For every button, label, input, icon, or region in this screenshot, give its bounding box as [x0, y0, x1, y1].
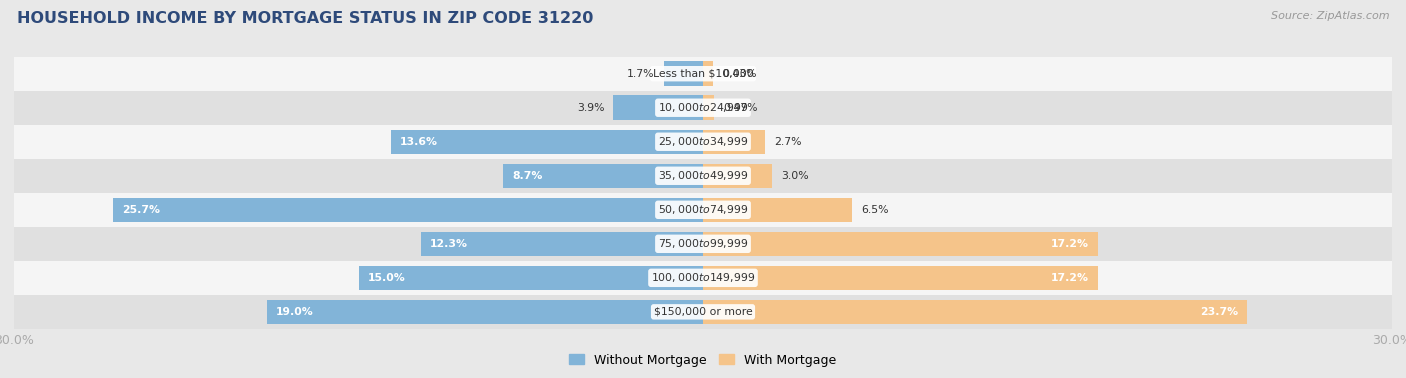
Text: 8.7%: 8.7%: [512, 171, 543, 181]
Bar: [14, 125, 1392, 159]
Bar: [703, 232, 1098, 256]
Text: HOUSEHOLD INCOME BY MORTGAGE STATUS IN ZIP CODE 31220: HOUSEHOLD INCOME BY MORTGAGE STATUS IN Z…: [17, 11, 593, 26]
Text: 1.7%: 1.7%: [627, 69, 655, 79]
Text: 3.9%: 3.9%: [576, 103, 605, 113]
Bar: [613, 96, 703, 120]
Bar: [14, 261, 1392, 295]
Text: 0.47%: 0.47%: [723, 103, 758, 113]
Bar: [112, 198, 703, 222]
Bar: [14, 193, 1392, 227]
Bar: [703, 130, 765, 154]
Bar: [503, 164, 703, 188]
Text: $150,000 or more: $150,000 or more: [654, 307, 752, 317]
Bar: [703, 164, 772, 188]
Bar: [267, 300, 703, 324]
Bar: [14, 159, 1392, 193]
Text: 12.3%: 12.3%: [430, 239, 468, 249]
Bar: [703, 198, 852, 222]
Bar: [703, 300, 1247, 324]
Text: 13.6%: 13.6%: [399, 137, 437, 147]
Bar: [14, 227, 1392, 261]
Bar: [359, 266, 703, 290]
Text: 15.0%: 15.0%: [368, 273, 405, 283]
Legend: Without Mortgage, With Mortgage: Without Mortgage, With Mortgage: [564, 349, 842, 372]
Bar: [14, 91, 1392, 125]
Bar: [391, 130, 703, 154]
Bar: [14, 295, 1392, 329]
Bar: [420, 232, 703, 256]
Text: 3.0%: 3.0%: [782, 171, 808, 181]
Bar: [664, 62, 703, 86]
Text: Source: ZipAtlas.com: Source: ZipAtlas.com: [1271, 11, 1389, 21]
Text: 2.7%: 2.7%: [775, 137, 801, 147]
Text: 0.43%: 0.43%: [723, 69, 756, 79]
Text: 25.7%: 25.7%: [122, 205, 160, 215]
Bar: [14, 57, 1392, 91]
Text: 17.2%: 17.2%: [1050, 239, 1088, 249]
Text: $10,000 to $24,999: $10,000 to $24,999: [658, 101, 748, 114]
Text: $50,000 to $74,999: $50,000 to $74,999: [658, 203, 748, 216]
Bar: [703, 62, 713, 86]
Bar: [703, 96, 714, 120]
Text: $35,000 to $49,999: $35,000 to $49,999: [658, 169, 748, 182]
Text: 6.5%: 6.5%: [862, 205, 889, 215]
Text: 17.2%: 17.2%: [1050, 273, 1088, 283]
Text: Less than $10,000: Less than $10,000: [652, 69, 754, 79]
Text: 23.7%: 23.7%: [1199, 307, 1239, 317]
Text: $100,000 to $149,999: $100,000 to $149,999: [651, 271, 755, 284]
Text: 19.0%: 19.0%: [276, 307, 314, 317]
Bar: [703, 266, 1098, 290]
Text: $25,000 to $34,999: $25,000 to $34,999: [658, 135, 748, 148]
Text: $75,000 to $99,999: $75,000 to $99,999: [658, 237, 748, 250]
